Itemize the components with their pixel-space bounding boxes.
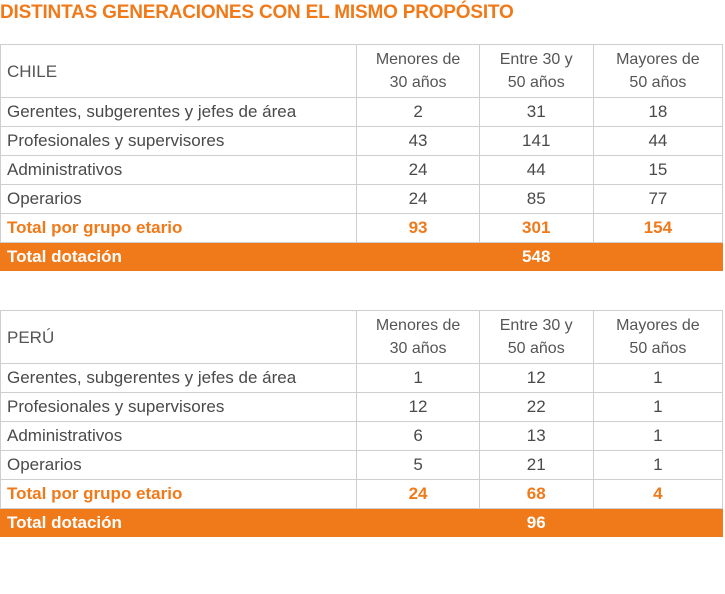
row-label: Gerentes, subgerentes y jefes de área	[0, 97, 358, 127]
total-row: Total dotación 548	[0, 242, 724, 271]
header-over-50: Mayores de 50 años	[592, 310, 724, 364]
subtotal-value: 24	[356, 479, 480, 509]
cell-value: 31	[478, 97, 594, 127]
subtotal-value: 154	[592, 213, 724, 243]
header-line: 50 años	[507, 340, 565, 357]
cell-value: 18	[592, 97, 724, 127]
cell-value: 24	[356, 155, 480, 185]
row-label: Profesionales y supervisores	[0, 392, 358, 422]
cell-value: 6	[356, 421, 480, 451]
header-line: Menores de	[375, 317, 461, 334]
total-spacer	[356, 242, 480, 271]
table-row: Gerentes, subgerentes y jefes de área 1 …	[0, 363, 724, 393]
table-row: Operarios 5 21 1	[0, 450, 724, 480]
cell-value: 24	[356, 184, 480, 214]
cell-value: 1	[592, 363, 724, 393]
row-label: Administrativos	[0, 155, 358, 185]
header-30-to-50: Entre 30 y 50 años	[478, 44, 594, 98]
table-row: Profesionales y supervisores 43 141 44	[0, 126, 724, 156]
total-value: 548	[478, 242, 594, 271]
cell-value: 13	[478, 421, 594, 451]
header-line: Entre 30 y	[499, 51, 573, 68]
row-label: Operarios	[0, 450, 358, 480]
cell-value: 21	[478, 450, 594, 480]
total-value: 96	[478, 508, 594, 537]
subtotal-row: Total por grupo etario 93 301 154	[0, 213, 724, 243]
header-line: 50 años	[629, 74, 687, 91]
total-row: Total dotación 96	[0, 508, 724, 537]
cell-value: 1	[356, 363, 480, 393]
row-label: Operarios	[0, 184, 358, 214]
subtotal-label: Total por grupo etario	[0, 479, 358, 509]
peru-table: PERÚ Menores de 30 años Entre 30 y 50 añ…	[0, 310, 724, 537]
cell-value: 141	[478, 126, 594, 156]
subtotal-value: 68	[478, 479, 594, 509]
header-line: Mayores de	[616, 51, 700, 68]
header-under-30: Menores de 30 años	[356, 44, 480, 98]
subtotal-row: Total por grupo etario 24 68 4	[0, 479, 724, 509]
header-line: 50 años	[629, 340, 687, 357]
subtotal-value: 301	[478, 213, 594, 243]
cell-value: 44	[592, 126, 724, 156]
cell-value: 2	[356, 97, 480, 127]
total-label: Total dotación	[0, 242, 358, 271]
table-row: Gerentes, subgerentes y jefes de área 2 …	[0, 97, 724, 127]
header-line: Menores de	[375, 51, 461, 68]
table-row: Administrativos 24 44 15	[0, 155, 724, 185]
cell-value: 44	[478, 155, 594, 185]
cell-value: 12	[356, 392, 480, 422]
row-label: Gerentes, subgerentes y jefes de área	[0, 363, 358, 393]
header-line: 30 años	[389, 74, 447, 91]
country-name: CHILE	[0, 44, 358, 98]
cell-value: 1	[592, 421, 724, 451]
total-spacer	[592, 242, 724, 271]
header-over-50: Mayores de 50 años	[592, 44, 724, 98]
cell-value: 77	[592, 184, 724, 214]
page-title: DISTINTAS GENERACIONES CON EL MISMO PROP…	[0, 2, 514, 23]
cell-value: 43	[356, 126, 480, 156]
row-label: Profesionales y supervisores	[0, 126, 358, 156]
subtotal-value: 4	[592, 479, 724, 509]
total-label: Total dotación	[0, 508, 358, 537]
header-line: 30 años	[389, 340, 447, 357]
header-line: 50 años	[507, 74, 565, 91]
total-spacer	[356, 508, 480, 537]
cell-value: 5	[356, 450, 480, 480]
cell-value: 15	[592, 155, 724, 185]
table-row: Administrativos 6 13 1	[0, 421, 724, 451]
header-under-30: Menores de 30 años	[356, 310, 480, 364]
header-30-to-50: Entre 30 y 50 años	[478, 310, 594, 364]
chile-table: CHILE Menores de 30 años Entre 30 y 50 a…	[0, 44, 724, 271]
cell-value: 1	[592, 450, 724, 480]
cell-value: 12	[478, 363, 594, 393]
cell-value: 22	[478, 392, 594, 422]
table-row: Profesionales y supervisores 12 22 1	[0, 392, 724, 422]
subtotal-label: Total por grupo etario	[0, 213, 358, 243]
header-line: Entre 30 y	[499, 317, 573, 334]
country-name: PERÚ	[0, 310, 358, 364]
table-header-row: CHILE Menores de 30 años Entre 30 y 50 a…	[0, 44, 724, 98]
cell-value: 1	[592, 392, 724, 422]
table-header-row: PERÚ Menores de 30 años Entre 30 y 50 añ…	[0, 310, 724, 364]
header-line: Mayores de	[616, 317, 700, 334]
row-label: Administrativos	[0, 421, 358, 451]
subtotal-value: 93	[356, 213, 480, 243]
table-row: Operarios 24 85 77	[0, 184, 724, 214]
total-spacer	[592, 508, 724, 537]
cell-value: 85	[478, 184, 594, 214]
